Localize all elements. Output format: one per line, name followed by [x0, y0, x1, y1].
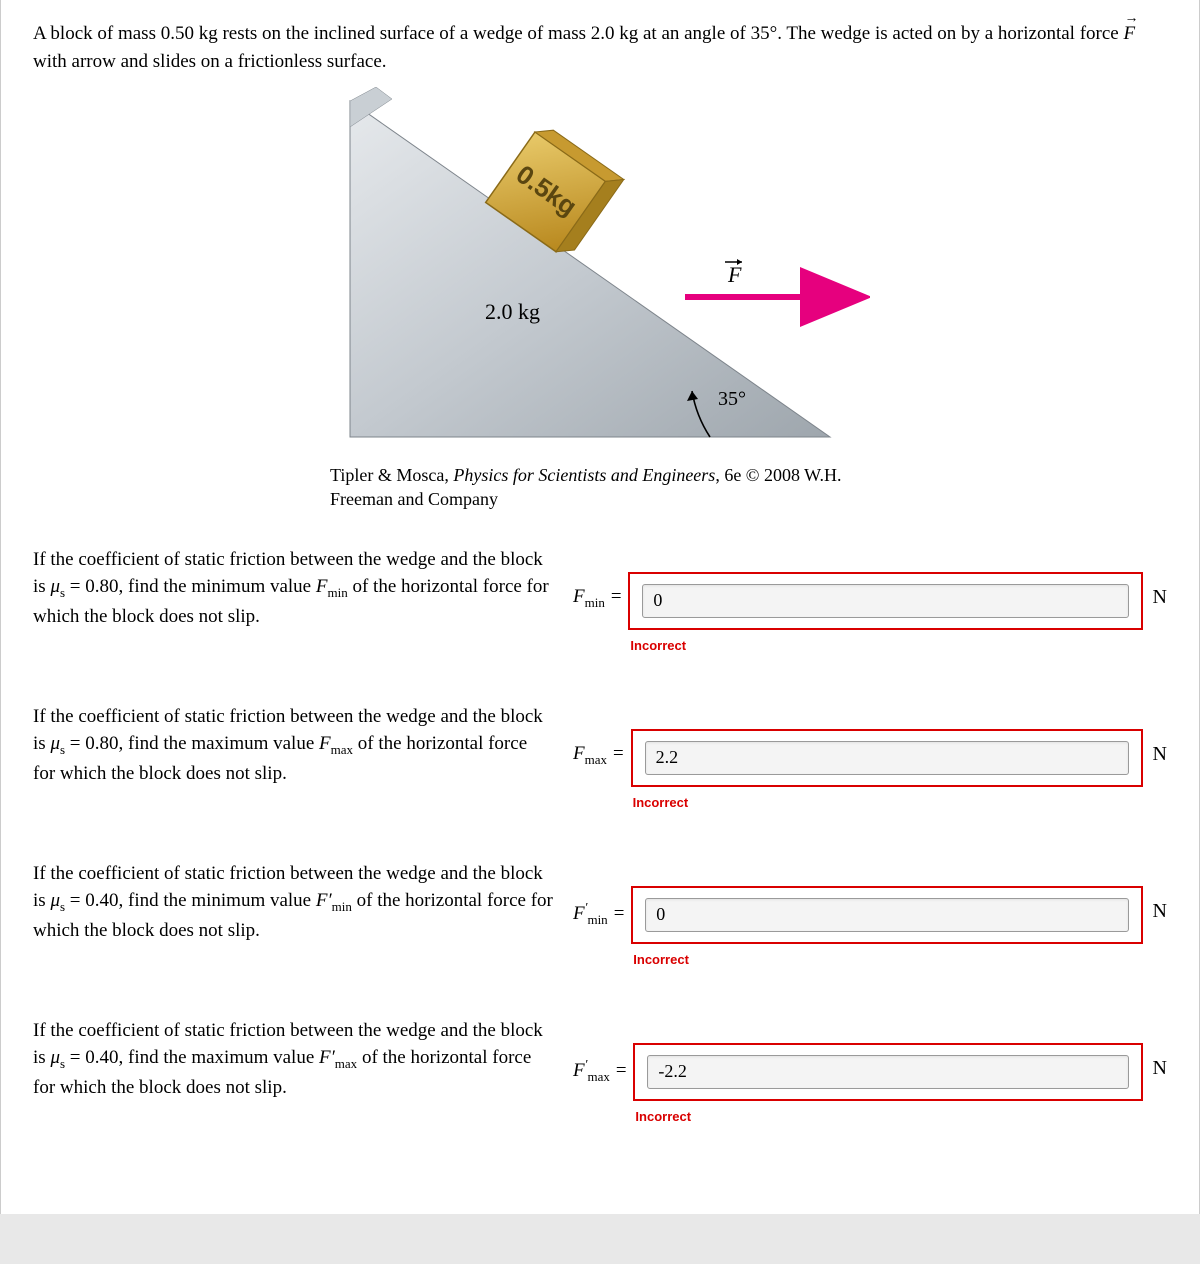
- answer-area: F′min = Incorrect N: [573, 860, 1167, 967]
- variable-label: Fmax =: [573, 729, 625, 768]
- unit-label: N: [1153, 729, 1167, 766]
- force-vector-symbol: F: [1123, 20, 1135, 48]
- unit-label: N: [1153, 1043, 1167, 1080]
- angle-label: 35°: [718, 388, 746, 410]
- figure-caption: Tipler & Mosca, Physics for Scientists a…: [330, 463, 870, 512]
- question-text: If the coefficient of static friction be…: [33, 546, 553, 631]
- answer-input[interactable]: [645, 741, 1129, 775]
- variable-label: F′max =: [573, 1043, 627, 1085]
- caption-pre: Tipler & Mosca,: [330, 465, 453, 485]
- answer-input[interactable]: [645, 898, 1128, 932]
- intro-text-a: A block of mass 0.50 kg rests on the inc…: [33, 23, 1123, 44]
- unit-label: N: [1153, 886, 1167, 923]
- figure-container: 0.5kg 2.0 kg F 35° Tipler & Mosca, Physi…: [33, 87, 1167, 512]
- input-frame: [633, 1043, 1142, 1101]
- feedback-text: Incorrect: [633, 795, 1143, 810]
- input-block: Incorrect: [631, 886, 1142, 967]
- answer-input[interactable]: [647, 1055, 1128, 1089]
- question-row: If the coefficient of static friction be…: [33, 860, 1167, 967]
- problem-page: A block of mass 0.50 kg rests on the inc…: [0, 0, 1200, 1214]
- figure: 0.5kg 2.0 kg F 35° Tipler & Mosca, Physi…: [330, 87, 870, 512]
- wedge-mass-label: 2.0 kg: [485, 299, 540, 324]
- input-frame: [631, 729, 1143, 787]
- question-text: If the coefficient of static friction be…: [33, 703, 553, 788]
- caption-title: Physics for Scientists and Engineers: [453, 465, 715, 485]
- answer-area: F′max = Incorrect N: [573, 1017, 1167, 1124]
- unit-label: N: [1153, 572, 1167, 609]
- svg-text:F: F: [727, 262, 742, 287]
- answer-input[interactable]: [642, 584, 1128, 618]
- question-row: If the coefficient of static friction be…: [33, 703, 1167, 810]
- input-block: Incorrect: [633, 1043, 1142, 1124]
- intro-text-b: with arrow and slides on a frictionless …: [33, 51, 387, 72]
- input-block: Incorrect: [628, 572, 1142, 653]
- feedback-text: Incorrect: [630, 638, 1142, 653]
- question-text: If the coefficient of static friction be…: [33, 1017, 553, 1102]
- variable-label: F′min =: [573, 886, 625, 928]
- wedge-diagram: 0.5kg 2.0 kg F 35°: [330, 87, 870, 457]
- question-text: If the coefficient of static friction be…: [33, 860, 553, 945]
- feedback-text: Incorrect: [633, 952, 1142, 967]
- answer-area: Fmax = Incorrect N: [573, 703, 1167, 810]
- answer-area: Fmin = Incorrect N: [573, 546, 1167, 653]
- input-frame: [628, 572, 1142, 630]
- variable-label: Fmin =: [573, 572, 622, 611]
- feedback-text: Incorrect: [635, 1109, 1142, 1124]
- input-block: Incorrect: [631, 729, 1143, 810]
- problem-statement: A block of mass 0.50 kg rests on the inc…: [33, 20, 1167, 75]
- input-frame: [631, 886, 1142, 944]
- question-row: If the coefficient of static friction be…: [33, 546, 1167, 653]
- question-row: If the coefficient of static friction be…: [33, 1017, 1167, 1124]
